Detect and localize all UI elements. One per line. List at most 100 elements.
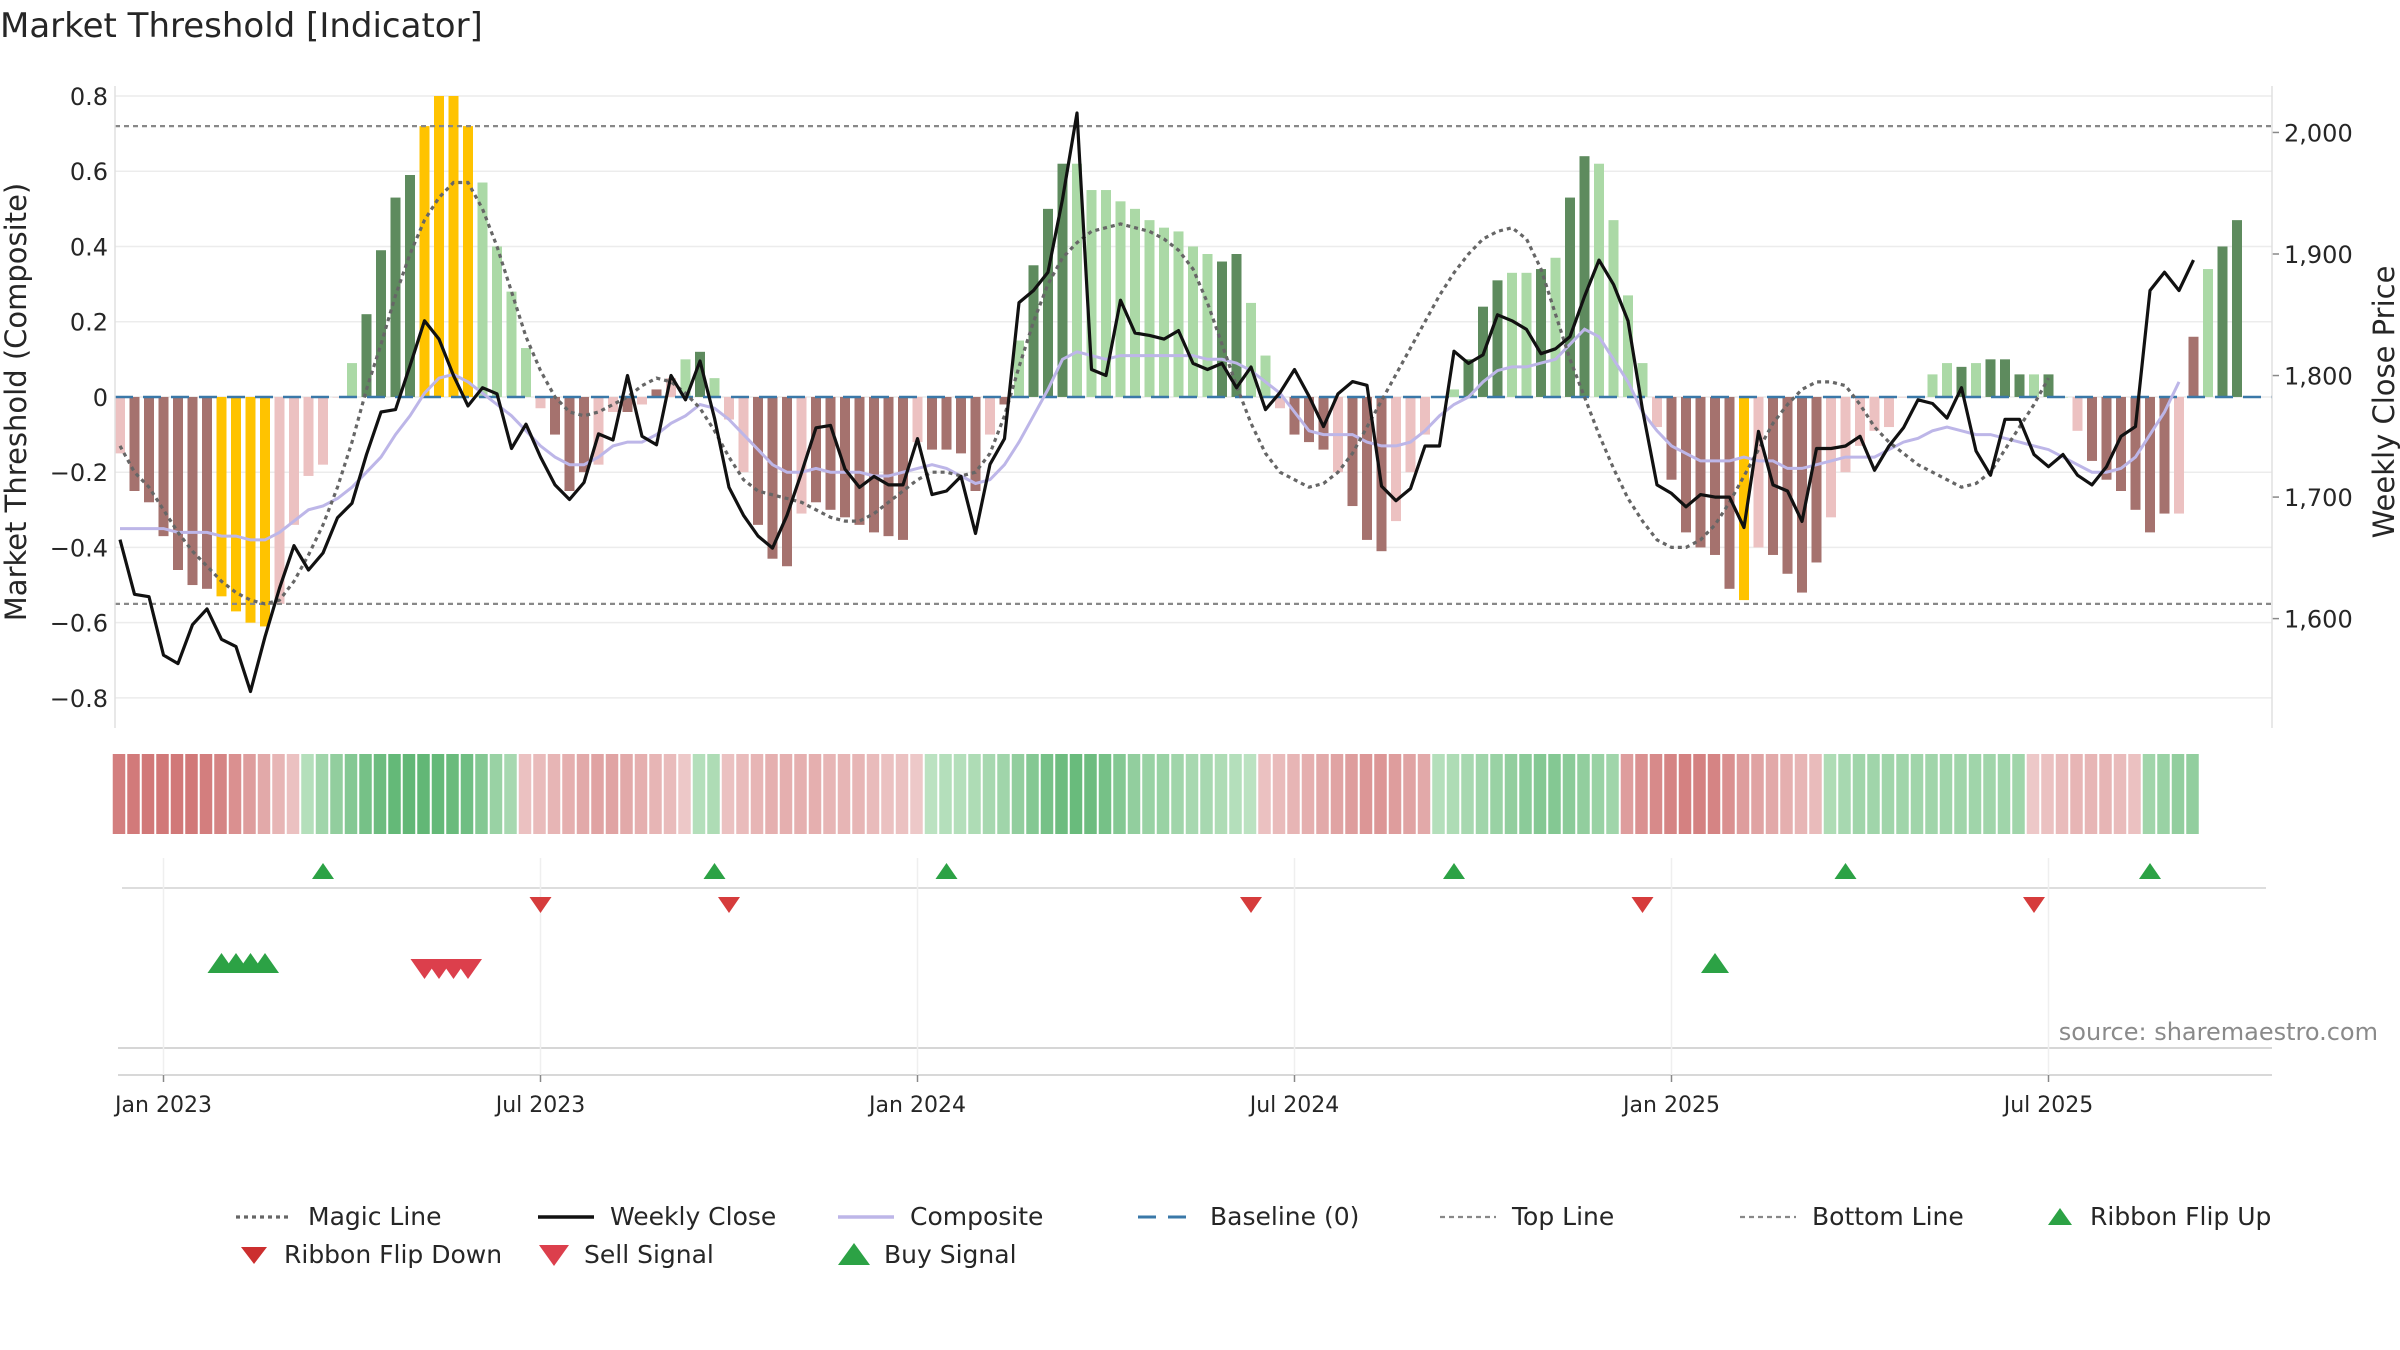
histogram-bar <box>2217 246 2228 397</box>
histogram-bar <box>405 175 415 397</box>
ribbon-cell <box>1751 754 1764 834</box>
y-tick-label: 0.8 <box>70 83 108 111</box>
ribbon-cell <box>823 754 836 834</box>
ribbon-cell <box>518 754 532 834</box>
histogram-bar <box>1086 190 1097 397</box>
histogram-bar <box>840 396 850 518</box>
histogram-bar <box>1173 231 1184 397</box>
histogram-bar <box>1884 396 1894 428</box>
histogram-bars <box>115 96 2242 627</box>
legend-item-flipup: Ribbon Flip Up <box>2048 1202 2271 1231</box>
ribbon-cell <box>301 754 314 834</box>
ribbon-cell <box>344 754 358 834</box>
histogram-bar <box>419 126 430 397</box>
ribbon-flip-up-marker <box>1443 863 1465 879</box>
x-tick-label: Jul 2023 <box>494 1093 586 1118</box>
legend: Magic Line Weekly Close Composite Baseline … <box>236 1202 2271 1269</box>
histogram-bar <box>796 396 807 514</box>
ribbon-cell <box>2099 754 2112 834</box>
ribbon-cell <box>1881 754 1895 834</box>
ribbon-flip-down-marker <box>1631 897 1654 913</box>
ribbon-strip <box>112 754 2199 834</box>
ribbon-flip-down-marker <box>2023 897 2045 913</box>
ribbon-cell <box>576 754 590 834</box>
histogram-bar <box>1405 396 1416 473</box>
ribbon-cell <box>1910 754 1924 834</box>
histogram-bar <box>1188 246 1198 397</box>
histogram-bar <box>1028 265 1039 397</box>
ribbon-cell <box>388 754 401 834</box>
histogram-bar <box>1985 359 1996 397</box>
histogram-bar <box>2000 359 2010 397</box>
ribbon-cell <box>1896 754 1909 834</box>
ribbon-cell <box>1504 754 1518 834</box>
legend-item-close: Weekly Close <box>538 1202 776 1231</box>
ribbon-cell <box>1069 754 1083 834</box>
ribbon-cell <box>1722 754 1735 834</box>
histogram-bar <box>2232 220 2242 397</box>
legend-label: Buy Signal <box>884 1240 1017 1269</box>
histogram-bar <box>144 396 154 503</box>
axes: 0.8 0.6 0.4 0.2 0 −0.2 −0.4 −0.6 −0.8 2,000 1,900 1… <box>50 83 2353 728</box>
histogram-bar <box>2087 396 2097 461</box>
legend-label: Baseline (0) <box>1210 1202 1359 1231</box>
ribbon-cell <box>1461 754 1474 834</box>
histogram-bar <box>1695 396 1706 548</box>
histogram-bar <box>1057 163 1068 397</box>
ribbon-cell <box>808 754 822 834</box>
ribbon-cell <box>1055 754 1068 834</box>
histogram-bar <box>434 96 444 397</box>
histogram-bar <box>1072 163 1082 397</box>
legend-swatch-buy <box>838 1243 870 1265</box>
ribbon-cell <box>1606 754 1619 834</box>
histogram-bar <box>521 348 531 397</box>
histogram-bar <box>448 96 459 397</box>
ribbon-cell <box>1707 754 1721 834</box>
ribbon-cell <box>1330 754 1344 834</box>
histogram-bar <box>825 396 836 510</box>
histogram-bar <box>158 396 169 537</box>
histogram-bar <box>2174 396 2184 514</box>
ribbon-cell <box>286 754 300 834</box>
histogram-bar <box>695 351 705 397</box>
histogram-bar <box>550 396 560 435</box>
ribbon-cell <box>489 754 503 834</box>
histogram-bar <box>303 396 314 476</box>
histogram-bar <box>564 396 575 491</box>
signal-rows <box>118 858 2272 1076</box>
histogram-bar <box>1797 396 1807 593</box>
histogram-bar <box>274 396 285 604</box>
ribbon-cell <box>692 754 706 834</box>
ribbon-cell <box>1011 754 1025 834</box>
y2-tick-label: 1,700 <box>2284 484 2353 512</box>
ribbon-cell <box>1939 754 1953 834</box>
histogram-bar <box>477 182 488 397</box>
ribbon-cell <box>431 754 445 834</box>
ribbon-cell <box>1272 754 1286 834</box>
ribbon-cell <box>1519 754 1532 834</box>
histogram-bar <box>1217 261 1227 397</box>
ribbon-cell <box>1548 754 1561 834</box>
histogram-bar <box>361 314 372 397</box>
histogram-bar <box>202 396 212 589</box>
histogram-bar <box>651 389 662 397</box>
histogram-bar <box>535 396 546 409</box>
histogram-bar <box>1376 396 1387 552</box>
histogram-bar <box>2101 396 2112 480</box>
legend-label: Magic Line <box>308 1202 442 1231</box>
histogram-bar <box>1811 396 1822 563</box>
histogram-bar <box>1840 396 1851 473</box>
ribbon-cell <box>982 754 996 834</box>
ribbon-cell <box>1432 754 1445 834</box>
ribbon-cell <box>1127 754 1141 834</box>
ribbon-flip-up-marker <box>703 863 726 879</box>
histogram-bar <box>1869 396 1880 431</box>
ribbon-cell <box>1533 754 1547 834</box>
histogram-bar <box>492 246 502 397</box>
y-tick-label: −0.4 <box>50 534 108 562</box>
histogram-bar <box>260 396 270 627</box>
histogram-bar <box>2014 374 2025 397</box>
histogram-bar <box>1739 396 1749 601</box>
sell-signal-marker <box>454 959 482 979</box>
legend-swatch-flipup <box>2048 1208 2072 1225</box>
